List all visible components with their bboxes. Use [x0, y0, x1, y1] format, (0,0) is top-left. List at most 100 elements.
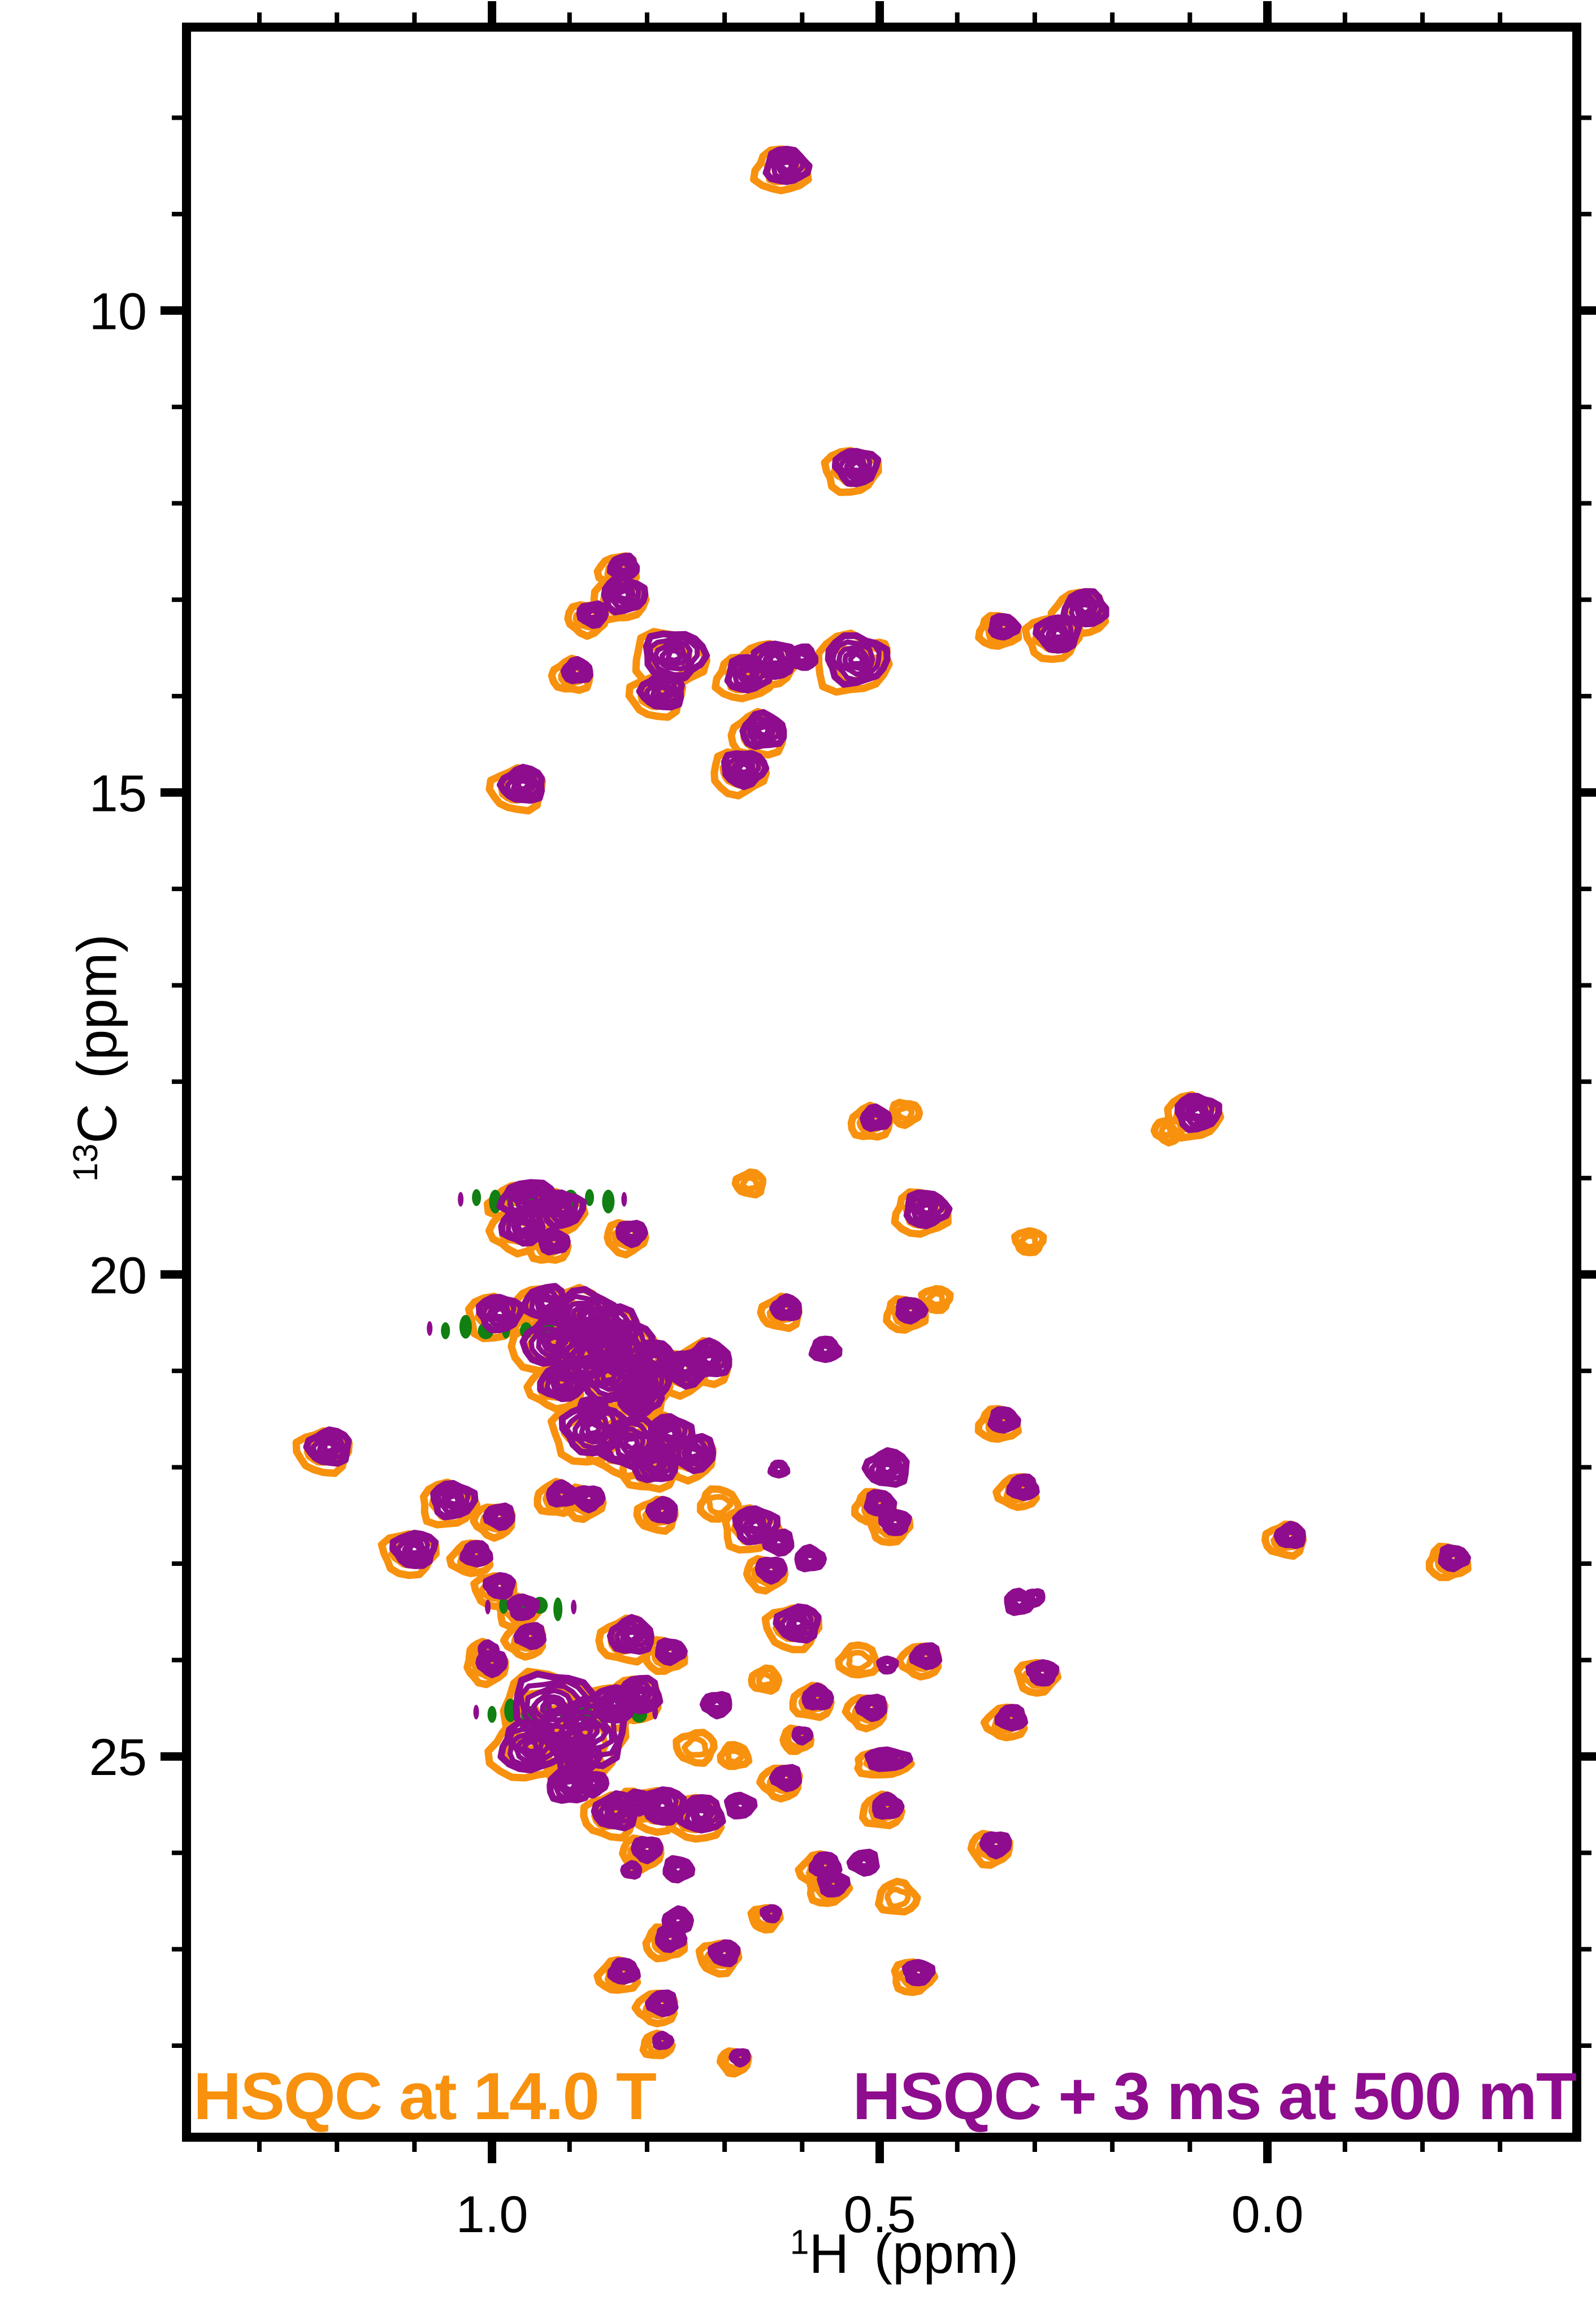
peak-contour-purple [761, 1528, 795, 1557]
peak-contour-purple [651, 1500, 674, 1520]
negative-multiplet-dash [499, 1596, 509, 1614]
peak-contour-purple [818, 1343, 833, 1356]
peak-contour-purple [557, 1775, 582, 1797]
peak-contour-purple [1004, 1711, 1020, 1724]
peak-contour-purple [865, 1700, 879, 1713]
peak-contour-purple [791, 1617, 806, 1630]
peak-contour-purple [620, 1223, 643, 1243]
peak-contour-purple [640, 1842, 654, 1855]
peak-contour-purple [487, 1576, 510, 1595]
peak-contour-purple [767, 1533, 790, 1552]
negative-multiplet-dash [553, 1597, 563, 1621]
peak-contour-purple [644, 676, 680, 705]
peak-contour-purple [636, 671, 685, 711]
peak-contour-purple [775, 1768, 798, 1787]
peak-contour-purple [631, 1391, 647, 1404]
peak-contour-purple [651, 1993, 674, 2012]
peak-contour-purple [624, 1226, 639, 1239]
peak-contour-purple [636, 1839, 658, 1859]
peak-contour-purple [445, 1493, 461, 1507]
peak-contour-purple [570, 1721, 600, 1744]
peak-contour-orange [673, 1729, 718, 1767]
peak-contour-purple [676, 1438, 711, 1468]
peak-contour-purple [407, 1542, 423, 1556]
peak-contour-purple [631, 1835, 663, 1864]
peak-contour-purple [522, 1193, 539, 1205]
peak-contour-purple [842, 647, 870, 671]
peak-contour-purple [613, 557, 636, 576]
peak-contour-purple [872, 1496, 887, 1509]
peak-contour-purple [855, 1694, 887, 1722]
peak-contour-purple [764, 1907, 778, 1920]
peak-contour-purple [681, 1441, 706, 1462]
peak-contour-purple [818, 1859, 833, 1872]
peak-contour-purple [488, 1507, 511, 1526]
multiplet-end-dash [473, 1704, 479, 1720]
peak-contour-purple [1023, 1588, 1046, 1608]
peak-contour-purple [747, 715, 782, 746]
peak-contour-purple [803, 1553, 817, 1566]
peak-contour-purple [686, 1446, 701, 1460]
peak-contour-purple [621, 1384, 657, 1413]
peak-contour-purple [1069, 593, 1104, 622]
peak-contour-purple [606, 553, 640, 581]
peak-contour-purple [915, 1646, 938, 1665]
peak-contour-purple [817, 1870, 851, 1898]
peak-contour-purple [979, 1831, 1012, 1860]
contours-hsqc-3ms-500mT [303, 145, 1471, 2068]
multiplet-end-dash [485, 1599, 491, 1614]
peak-contour-purple [662, 1427, 678, 1440]
peak-contour-purple [543, 1195, 579, 1225]
peak-contour-purple [497, 763, 545, 804]
peak-contour-purple [492, 1579, 508, 1592]
peak-contour-purple [785, 643, 819, 671]
peak-contour-purple [708, 1939, 741, 1968]
peak-contour-purple [1174, 1093, 1222, 1134]
peak-contour-purple [735, 664, 761, 685]
axis-tick-labels: 1.0 0.5 0.0 10 15 20 25 [89, 283, 1304, 2243]
peak-contour-purple [849, 459, 865, 473]
peak-contour-purple [908, 1195, 945, 1224]
peak-contour-purple [481, 1300, 517, 1329]
peak-contour-purple [883, 1513, 906, 1532]
peak-contour-purple [662, 1855, 696, 1883]
peak-contour-purple [507, 1726, 560, 1769]
peak-contour-purple [1438, 1544, 1471, 1573]
peak-contour-purple [544, 1366, 580, 1396]
peak-contour-purple [988, 1837, 1003, 1851]
peak-contour-purple [739, 709, 787, 750]
peak-contour-purple [482, 1572, 517, 1600]
peak-contour-orange [725, 1748, 745, 1765]
peak-contour-purple [880, 1462, 896, 1475]
peak-contour-purple [1446, 1552, 1461, 1564]
peak-contour-purple [1012, 1477, 1035, 1496]
peak-contour-purple [879, 1754, 895, 1764]
peak-contour-purple [1006, 1473, 1040, 1501]
peak-contour-purple [825, 632, 891, 688]
peak-contour-purple [638, 1449, 673, 1479]
peak-contour-purple [510, 1731, 551, 1764]
peak-contour-purple [899, 1301, 922, 1320]
peak-contour-purple [737, 1512, 773, 1540]
y-tick-label: 10 [89, 283, 147, 341]
peak-contour-purple [482, 1502, 515, 1531]
peak-contour-purple [844, 456, 869, 477]
peak-contour-purple [760, 1904, 782, 1924]
peak-contour-purple [469, 1548, 484, 1560]
peak-contour-purple [645, 1989, 679, 2017]
peak-contour-purple [493, 1509, 507, 1522]
peak-contour-purple [566, 661, 589, 680]
peak-contour-purple [712, 1943, 735, 1962]
peak-contour-purple [665, 648, 683, 663]
peak-contour-purple [762, 145, 813, 185]
peak-contour-purple [731, 757, 756, 779]
peak-contour-purple [511, 774, 536, 795]
peak-contour-purple [535, 1292, 559, 1314]
peak-contour-purple [570, 1750, 585, 1763]
y-tick-label: 25 [89, 1729, 147, 1786]
peak-contour-purple [769, 1293, 803, 1321]
peak-contour-purple [600, 1368, 618, 1383]
peak-contour-purple [1030, 1663, 1053, 1682]
peak-contour-purple [772, 1535, 786, 1549]
